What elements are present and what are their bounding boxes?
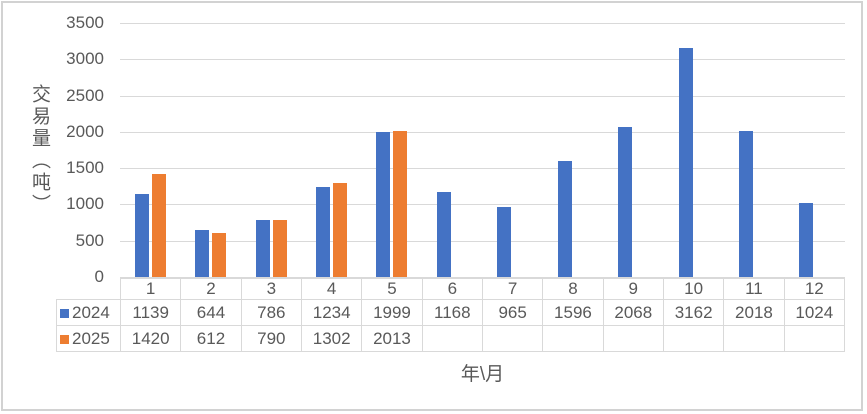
- bar-group-month-3: [241, 23, 301, 277]
- table-row-2025: 2025 1420 612 790 1302 2013: [56, 325, 846, 352]
- value-cell-2024: 2018: [723, 299, 785, 326]
- month-header-cell: 7: [481, 278, 544, 300]
- bar-group-month-8: [543, 23, 603, 277]
- month-header-cell: 3: [240, 278, 302, 300]
- value-cell-2024: 644: [180, 299, 242, 326]
- value-cell-2025: 790: [240, 325, 302, 352]
- value-cell-2025: 1420: [119, 325, 182, 352]
- x-axis-title: 年\月: [460, 364, 505, 385]
- gridline: [120, 240, 845, 242]
- value-cell-2024: 1596: [542, 299, 604, 326]
- gridline: [120, 168, 845, 170]
- y-tick-label: 3500: [66, 13, 104, 32]
- bar-group-month-4: [301, 23, 361, 277]
- value-cell-2025: [602, 325, 664, 352]
- value-cell-2025: [662, 325, 725, 352]
- table-row-2024: 2024 1139 644 786 1234 1999 1168 965 1596 2068 316…: [56, 299, 846, 326]
- value-cell-2024: 1999: [361, 299, 423, 326]
- month-header-cell: 11: [723, 278, 785, 300]
- value-cell-2024: 1168: [421, 299, 483, 326]
- value-cell-2024: 786: [240, 299, 302, 326]
- bar-2025-month-4: [332, 182, 347, 277]
- value-cell-2024: 965: [481, 299, 544, 326]
- month-header-cell: 6: [421, 278, 483, 300]
- month-header-cell: 9: [602, 278, 664, 300]
- bar-2024-month-3: [255, 219, 270, 277]
- value-cell-2025: 1302: [300, 325, 363, 352]
- bar-2025-month-1: [151, 173, 166, 277]
- gridline: [120, 277, 845, 278]
- bar-2024-month-6: [436, 192, 451, 277]
- bar-group-month-7: [483, 23, 543, 277]
- y-tick-label: 3000: [66, 49, 104, 69]
- y-tick-label: 500: [75, 230, 104, 250]
- y-axis-title: 交易量（吨）: [29, 84, 50, 216]
- gridline: [120, 23, 845, 24]
- legend-cell-2024: 2024: [56, 299, 121, 326]
- y-tick-label: 0: [94, 267, 104, 286]
- bar-2024-month-4: [315, 187, 330, 277]
- value-cell-2025: 2013: [361, 325, 423, 352]
- month-header-cell: 8: [542, 278, 604, 300]
- month-header-cell: 1: [119, 278, 182, 300]
- month-header-cell: 10: [662, 278, 725, 300]
- value-cell-2024: 2068: [602, 299, 664, 326]
- value-cell-2024: 1139: [119, 299, 182, 326]
- month-header-cell: 5: [361, 278, 423, 300]
- plot-area: [120, 23, 845, 278]
- bar-group-month-6: [422, 23, 482, 277]
- gridline: [120, 131, 845, 133]
- bar-2024-month-7: [497, 206, 512, 277]
- bar-group-month-5: [362, 23, 422, 277]
- value-cell-2024: 3162: [662, 299, 725, 326]
- legend-swatch-2024: [60, 308, 69, 318]
- y-tick-label: 1000: [66, 194, 104, 214]
- value-cell-2025: [542, 325, 604, 352]
- bar-2024-month-10: [678, 47, 693, 277]
- bar-2024-month-11: [738, 130, 753, 277]
- bar-2024-month-12: [799, 202, 814, 277]
- bar-group-month-12: [785, 23, 845, 277]
- bar-2024-month-2: [195, 230, 210, 277]
- data-table: 1 2 3 4 5 6 7 8 9 10 11 12 2024 1139 644 786 1234 1999 116…: [56, 278, 846, 352]
- value-cell-2025: [421, 325, 483, 352]
- bar-group-month-9: [603, 23, 663, 277]
- bar-2025-month-5: [393, 130, 408, 277]
- bar-group-month-11: [724, 23, 784, 277]
- legend-swatch-2025: [60, 334, 69, 344]
- y-tick-label: 1500: [66, 158, 104, 178]
- bar-series-container: [120, 23, 845, 277]
- month-header-cell: 12: [783, 278, 846, 300]
- value-cell-2025: [723, 325, 785, 352]
- value-cell-2025: [783, 325, 846, 352]
- value-cell-2024: 1234: [300, 299, 363, 326]
- bar-group-month-2: [180, 23, 240, 277]
- bar-2024-month-8: [557, 161, 572, 277]
- bar-2024-month-5: [376, 131, 391, 277]
- month-header-cell: 4: [300, 278, 363, 300]
- bar-group-month-10: [664, 23, 724, 277]
- bar-group-month-1: [120, 23, 180, 277]
- value-cell-2024: 1024: [783, 299, 846, 326]
- value-cell-2025: [481, 325, 544, 352]
- y-tick-label: 2000: [66, 121, 104, 141]
- gridline: [120, 204, 845, 206]
- y-tick-label: 2500: [66, 85, 104, 105]
- gridline: [120, 59, 845, 61]
- gridline: [120, 95, 845, 97]
- legend-cell-2025: 2025: [56, 325, 121, 352]
- table-corner-cell: [56, 278, 121, 300]
- bar-2024-month-1: [134, 194, 149, 277]
- value-cell-2025: 612: [180, 325, 242, 352]
- bar-2024-month-9: [618, 126, 633, 277]
- bar-2025-month-2: [212, 232, 227, 277]
- bar-2025-month-3: [272, 219, 287, 277]
- month-header-cell: 2: [180, 278, 242, 300]
